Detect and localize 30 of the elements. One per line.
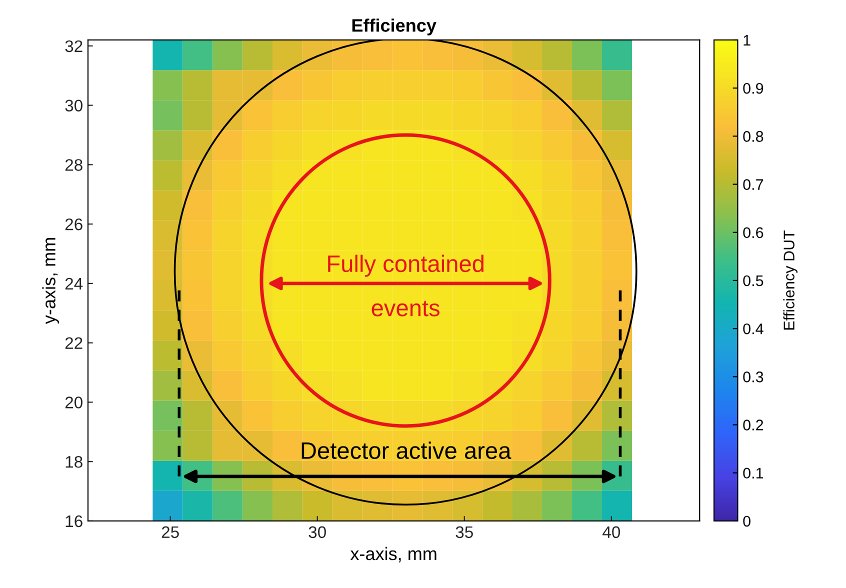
color-bar-label: 0.8 xyxy=(743,131,764,142)
y-tick-label: 18 xyxy=(66,456,82,468)
color-bar-label: 0.2 xyxy=(743,420,764,430)
y-tick-label: 16 xyxy=(66,515,82,528)
y-tick-label: 32 xyxy=(65,40,82,52)
x-tick-label: 40 xyxy=(602,526,620,538)
y-tick-label: 26 xyxy=(65,218,82,230)
x-tick-label: 30 xyxy=(308,526,326,538)
x-tick-label: 25 xyxy=(162,526,179,538)
x-tick-label: 35 xyxy=(456,526,473,538)
chart-title: Efficiency xyxy=(352,18,436,36)
color-bar-label: 0.6 xyxy=(743,227,764,238)
y-tick-label: 28 xyxy=(65,159,82,171)
y-tick-label: 20 xyxy=(65,396,82,408)
x-axis-title: x-axis, mm xyxy=(350,546,436,562)
color-bar-label: 1 xyxy=(744,35,750,46)
y-tick-label: 30 xyxy=(65,100,82,112)
color-bar-label: 0.5 xyxy=(743,275,764,286)
color-bar-label: 0.1 xyxy=(743,468,764,479)
y-tick-label: 22 xyxy=(65,337,82,349)
y-axis-title: y-axis, mm xyxy=(42,238,60,324)
annotation: Detector active area xyxy=(302,442,512,460)
color-bar-label: 0.7 xyxy=(743,179,764,190)
y-tick-label: 24 xyxy=(65,278,83,290)
color-bar-title: Efficiency DUT xyxy=(783,230,798,330)
color-bar-label: 0.3 xyxy=(743,372,764,382)
color-bar-label: 0 xyxy=(743,516,750,527)
annotation: Fully contained events xyxy=(328,254,484,316)
color-bar-label: 0.9 xyxy=(743,82,764,94)
color-bar-label: 0.4 xyxy=(743,323,764,334)
